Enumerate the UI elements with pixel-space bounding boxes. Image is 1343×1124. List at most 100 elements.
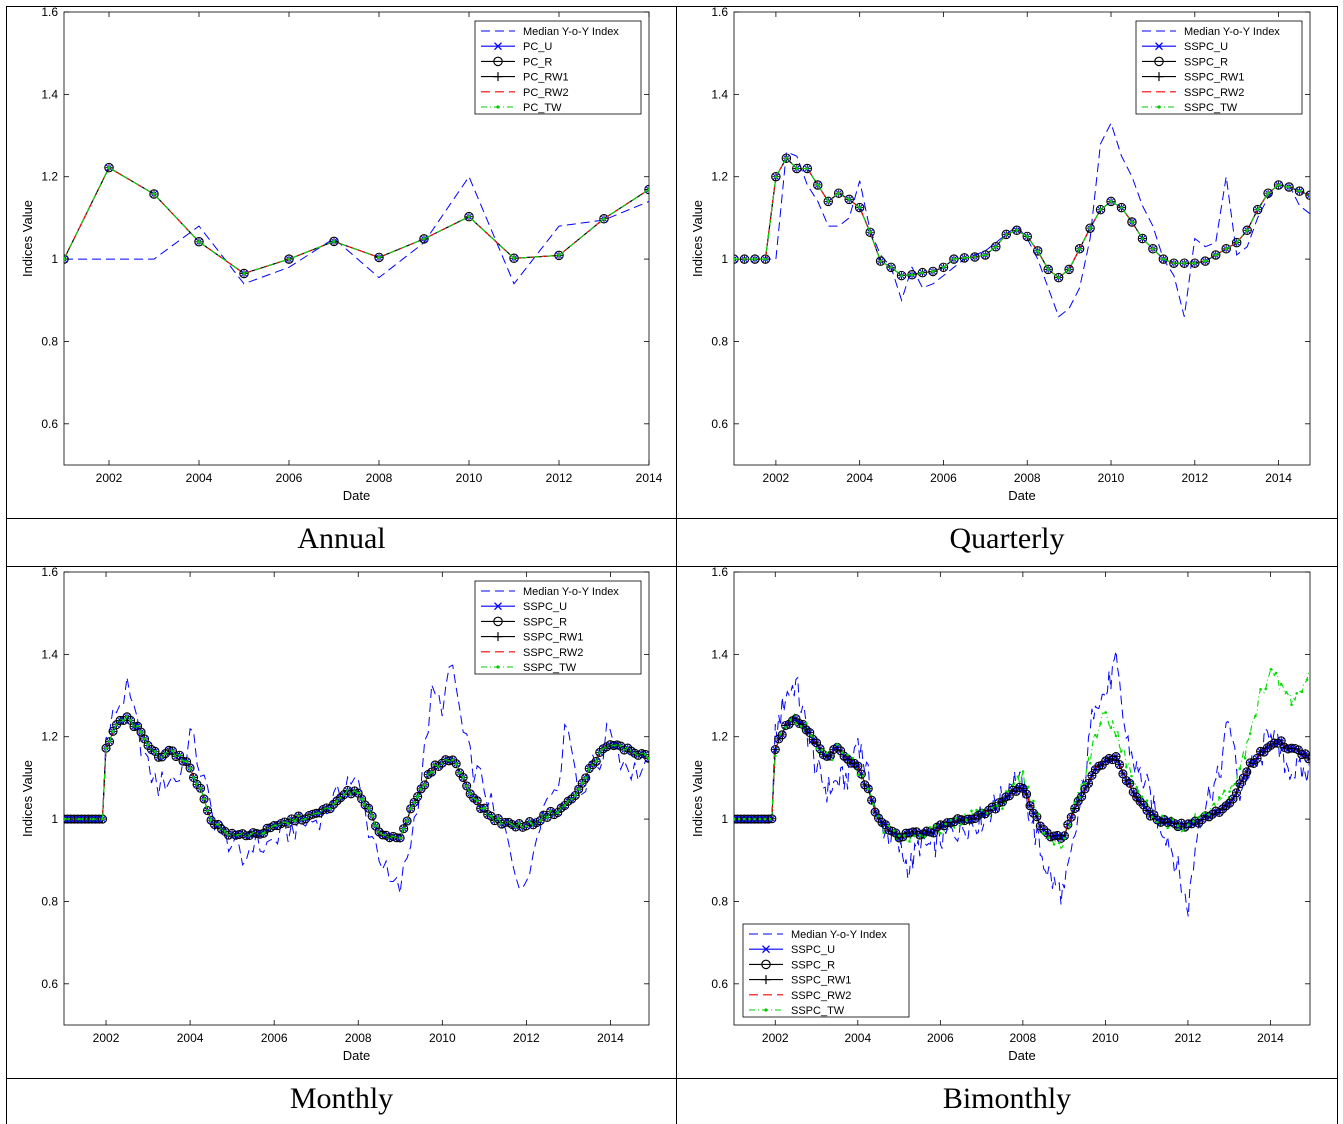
quarterly-marker-r bbox=[1273, 180, 1284, 190]
quarterly-marker-tw bbox=[1057, 276, 1061, 280]
monthly-legend-box bbox=[474, 580, 642, 675]
bimonthly-marker-rw1 bbox=[1088, 771, 1096, 779]
bimonthly-marker-tw bbox=[1295, 692, 1299, 695]
bimonthly-marker-tw bbox=[810, 734, 813, 737]
bimonthly-marker-rw1 bbox=[1023, 790, 1031, 798]
bimonthly-marker-r bbox=[1304, 754, 1310, 764]
bimonthly-marker-rw1 bbox=[799, 720, 807, 728]
bimonthly-marker-r bbox=[1111, 751, 1121, 762]
bimonthly-legend-label-3: SSPC_RW1 bbox=[791, 975, 851, 987]
bimonthly-marker-tw bbox=[939, 831, 942, 835]
annual-legend-marker-o bbox=[493, 56, 503, 67]
quarterly-marker-tw bbox=[1161, 257, 1165, 261]
bimonthly-marker-tw bbox=[1290, 703, 1293, 707]
annual-series-group bbox=[64, 162, 649, 285]
monthly-xtick-label: 2010 bbox=[429, 1031, 456, 1045]
monthly-xtick-label: 2002 bbox=[93, 1031, 120, 1045]
bimonthly-marker-tw bbox=[748, 817, 751, 821]
bimonthly-marker-tw bbox=[1176, 824, 1180, 828]
quarterly-marker-r bbox=[1001, 229, 1012, 240]
quarterly-ylabel: Indices Value bbox=[690, 200, 705, 277]
annual-marker-r bbox=[284, 254, 294, 264]
bimonthly-marker-tw bbox=[903, 834, 906, 837]
annual-marker-r bbox=[149, 189, 159, 199]
quarterly-marker-r bbox=[813, 180, 823, 190]
quarterly-marker-r bbox=[1263, 188, 1273, 198]
bimonthly-marker-tw bbox=[1125, 765, 1128, 769]
bimonthly-legend-label-4: SSPC_RW2 bbox=[791, 990, 851, 1002]
bimonthly-marker-r bbox=[1252, 753, 1262, 763]
quarterly-xtick-label: 2014 bbox=[1265, 471, 1292, 485]
monthly-marker-r bbox=[203, 806, 213, 816]
monthly-legend-label-2: SSPC_R bbox=[523, 616, 567, 628]
quarterly-ytick-label: 1.6 bbox=[711, 7, 728, 19]
table-border-row2 bbox=[6, 566, 1338, 567]
monthly-marker-tw bbox=[496, 817, 500, 820]
annual-series-tw bbox=[64, 166, 649, 275]
quarterly-marker-r bbox=[844, 194, 854, 205]
bimonthly-marker-tw bbox=[763, 817, 767, 821]
quarterly-marker-tw bbox=[1266, 191, 1270, 195]
bimonthly-marker-tw bbox=[820, 748, 824, 752]
quarterly-ytick-label: 0.6 bbox=[711, 417, 728, 431]
bimonthly-marker-tw bbox=[1279, 682, 1283, 686]
quarterly-legend-label-0: Median Y-o-Y Index bbox=[1184, 26, 1280, 38]
bimonthly-ylabel: Indices Value bbox=[690, 760, 705, 837]
annual-ylabel: Indices Value bbox=[20, 200, 35, 277]
annual-legend-label-5: PC_TW bbox=[523, 102, 562, 114]
monthly-chart-panel: 0.6 0.8 1 1.2 1.4 1.6 2002 2004 2006 2008 2010 2012… bbox=[7, 567, 676, 1078]
quarterly-marker-r bbox=[1305, 190, 1310, 201]
annual-legend-marker-x bbox=[494, 42, 502, 51]
annual-legend: Median Y-o-Y Index PC_U PC_R PC_RW1 PC_RW2 PC… bbox=[474, 20, 642, 115]
bimonthly-legend-label-0: Median Y-o-Y Index bbox=[791, 929, 887, 941]
caption-bimonthly: Bimonthly bbox=[942, 1082, 1072, 1115]
monthly-series-tw bbox=[64, 716, 649, 839]
bimonthly-marker-tw bbox=[1145, 799, 1149, 803]
monthly-marker-r bbox=[413, 791, 423, 802]
monthly-legend-marker-plus bbox=[493, 632, 503, 642]
quarterly-series-group bbox=[734, 121, 1310, 318]
annual-ytick-label: 0.6 bbox=[41, 417, 58, 431]
quarterly-marker-tw bbox=[795, 167, 799, 170]
monthly-marker-r bbox=[427, 767, 437, 777]
annual-marker-tw bbox=[422, 237, 426, 241]
annual-xtick-label: 2006 bbox=[276, 471, 303, 485]
bimonthly-marker-r bbox=[1059, 831, 1069, 841]
quarterly-xlabel: Date bbox=[1008, 488, 1035, 503]
quarterly-marker-tw bbox=[1151, 247, 1155, 251]
bimonthly-marker-r bbox=[1242, 767, 1252, 777]
monthly-marker-r bbox=[420, 780, 430, 790]
bimonthly-xtick-label: 2002 bbox=[762, 1031, 789, 1045]
bimonthly-marker-tw bbox=[887, 824, 891, 828]
bimonthly-marker-tw bbox=[913, 834, 916, 838]
bimonthly-marker-r bbox=[1025, 801, 1035, 811]
annual-marker-rw1 bbox=[645, 185, 649, 193]
quarterly-marker-tw bbox=[753, 257, 757, 261]
monthly-ytick-label: 1.6 bbox=[41, 567, 58, 579]
caption-annual: Annual bbox=[297, 522, 386, 555]
bimonthly-marker-r bbox=[1070, 803, 1080, 814]
bimonthly-marker-rw1 bbox=[992, 805, 1000, 813]
monthly-ytick-label: 0.8 bbox=[41, 894, 58, 908]
bimonthly-marker-rw1 bbox=[826, 752, 834, 760]
monthly-marker-r bbox=[189, 772, 199, 783]
monthly-marker-tw bbox=[101, 817, 104, 821]
monthly-marker-tw bbox=[370, 814, 374, 818]
bimonthly-marker-tw bbox=[1088, 761, 1092, 765]
bimonthly-marker-tw bbox=[784, 725, 787, 729]
bimonthly-marker-r bbox=[1066, 812, 1076, 822]
quarterly-marker-r bbox=[1032, 246, 1043, 256]
bimonthly-marker-r bbox=[1125, 778, 1135, 788]
annual-legend-marker-plus bbox=[493, 72, 503, 82]
monthly-marker-r bbox=[185, 763, 195, 773]
bimonthly-xtick-label: 2014 bbox=[1257, 1031, 1284, 1045]
bimonthly-marker-tw bbox=[1047, 836, 1051, 839]
quarterly-legend-marker-plus bbox=[1154, 72, 1164, 82]
bimonthly-marker-r bbox=[777, 730, 787, 740]
table-border-right bbox=[1337, 6, 1338, 1124]
quarterly-marker-r bbox=[980, 250, 991, 260]
annual-xtick-label: 2004 bbox=[186, 471, 213, 485]
quarterly-marker-tw bbox=[1182, 261, 1186, 265]
bimonthly-marker-rw1 bbox=[1277, 737, 1285, 745]
monthly-legend-label-0: Median Y-o-Y Index bbox=[523, 586, 619, 598]
